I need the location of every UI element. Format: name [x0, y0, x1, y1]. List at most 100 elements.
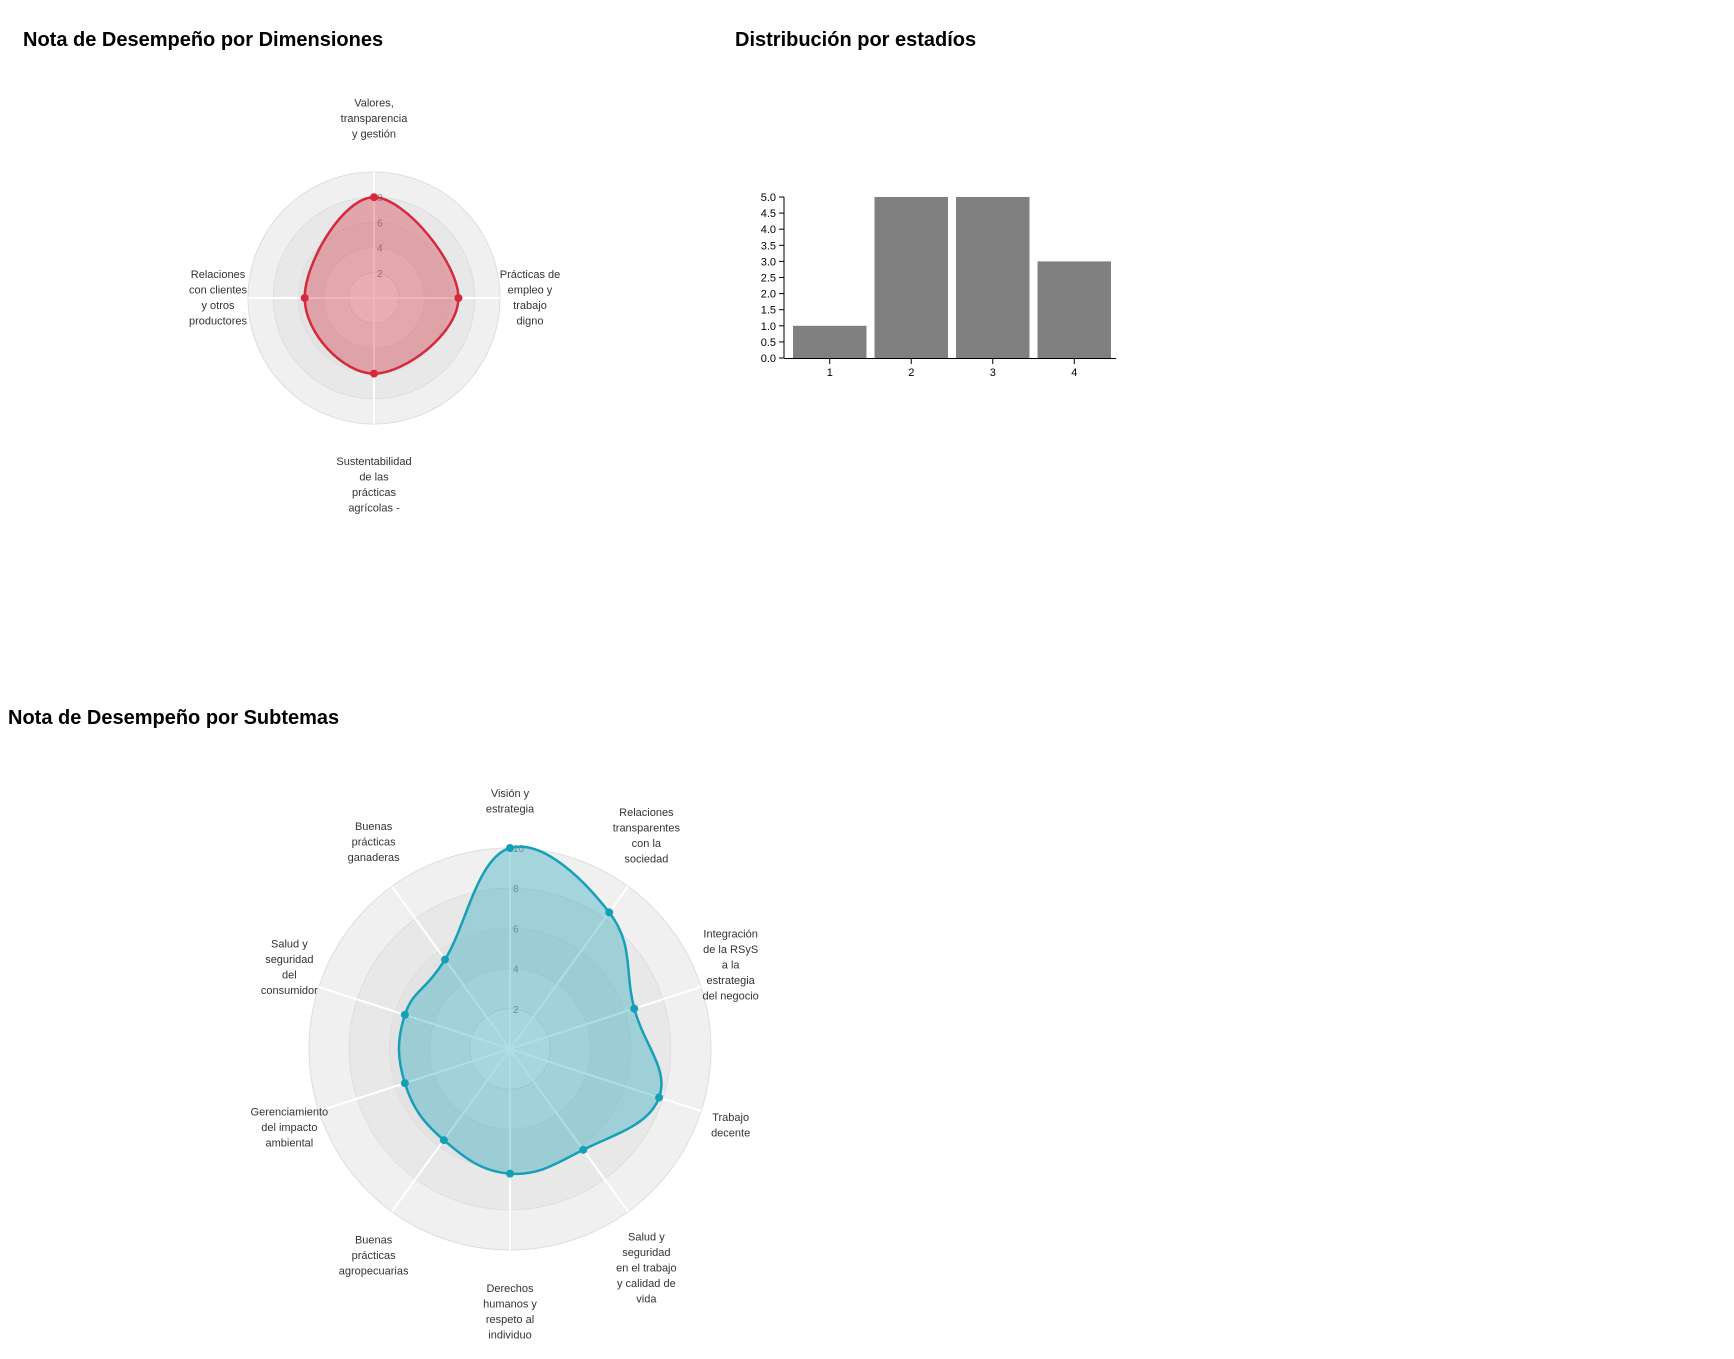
dimensions-axis-label: Prácticas de empleo y trabajo digno [500, 269, 561, 328]
dimensions-axis-label-line: trabajo [513, 300, 547, 312]
stages-y-tick-label: 2.5 [761, 273, 776, 285]
subtopics-axis-label-line: del impacto [261, 1122, 317, 1134]
subtopics-axis-label: Buenas prácticas agropecuarias [339, 1234, 409, 1277]
subtopics-tick-label: 6 [513, 924, 519, 935]
subtopics-axis-label: Visión y estrategia [486, 788, 535, 816]
subtopics-axis-label-line: de la RSyS [703, 944, 758, 956]
subtopics-axis-label-line: Derechos [486, 1283, 534, 1295]
stages-y-tick-label: 5.0 [761, 192, 776, 204]
dimensions-axis-label-line: de las [359, 472, 389, 484]
dimensions-axis-label: Sustentabilidad de las prácticas agrícolas … [336, 456, 411, 515]
dimensions-tick-label: 4 [377, 244, 383, 255]
subtopics-axis-line [318, 1048, 511, 1113]
subtopics-axis-label-line: ganaderas [348, 852, 400, 864]
stages-y-tick-label: 1.5 [761, 305, 776, 317]
subtopics-axis-label-line: Buenas [355, 1234, 393, 1246]
subtopics-axis-label-line: prácticas [352, 1250, 397, 1262]
subtopics-axis-label-line: prácticas [352, 837, 397, 849]
dimensions-axis-label-line: y gestión [352, 129, 396, 141]
subtopics-axis-label: Salud y seguridad del consumidor [261, 939, 318, 998]
stages-bar [874, 197, 948, 358]
subtopics-axis-label: Relaciones transparentes con la sociedad [613, 807, 681, 866]
dimensions-data-point [300, 294, 309, 302]
subtopics-axis-label-line: decente [711, 1127, 750, 1139]
stages-bar [793, 325, 867, 358]
subtopics-axis-line [391, 1048, 511, 1213]
subtopics-axis-label: Trabajo decente [711, 1112, 750, 1140]
subtopics-data-point [400, 1010, 409, 1019]
dimensions-axis-label-line: Sustentabilidad [336, 456, 411, 468]
subtopics-axis-label-line: Salud y [628, 1231, 665, 1243]
subtopics-axis-line [391, 885, 511, 1050]
subtopics-axis-label-line: seguridad [622, 1247, 670, 1259]
subtopics-axis-label-line: en el trabajo [616, 1262, 677, 1274]
subtopics-axis-label-line: agropecuarias [339, 1265, 409, 1277]
stages-y-tick-label: 3.0 [761, 256, 776, 268]
dimensions-axis-label: Relaciones con clientes y otros productores [189, 269, 248, 328]
subtopics-tick-label: 4 [513, 965, 519, 976]
subtopics-axis-label: Buenas prácticas ganaderas [348, 821, 400, 864]
stages-x-tick-label: 4 [1071, 367, 1077, 379]
dimensions-data-point [370, 193, 378, 202]
stages-x-tick-label: 1 [827, 367, 833, 379]
dimensions-axis-label-line: Valores, [354, 98, 394, 110]
subtopics-axis-label: Integración de la RSyS a la estrategia del n… [703, 929, 759, 1003]
subtopics-axis-label-line: Relaciones [619, 807, 674, 819]
subtopics-axis-line [509, 985, 702, 1050]
subtopics-axis-label: Gerenciamiento del impacto ambiental [251, 1107, 329, 1150]
dimensions-axis-label-line: agrícolas - [348, 503, 400, 515]
stages-bar [1037, 261, 1111, 358]
subtopics-axis-label-line: Trabajo [712, 1112, 749, 1124]
subtopics-axis-label-line: del negocio [703, 991, 759, 1003]
subtopics-axis-label-line: Visión y [491, 788, 530, 800]
stages-y-tick-label: 0.0 [761, 353, 776, 365]
dimensions-tick-label: 2 [377, 269, 383, 280]
dimensions-axis-label-line: Relaciones [191, 269, 246, 281]
subtopics-axis-label: Salud y seguridad en el trabajo y calidad d… [616, 1231, 677, 1305]
subtopics-axis-label-line: vida [636, 1293, 657, 1305]
subtopics-axis-label-line: humanos y [483, 1299, 537, 1311]
dimensions-axis-label-line: transparencia [341, 113, 409, 125]
dimensions-axis-label-line: Prácticas de [500, 269, 561, 281]
subtopics-tick-label: 2 [513, 1005, 519, 1016]
subtopics-series-area [397, 845, 663, 1176]
dimensions-data-point [370, 369, 378, 378]
stages-y-tick-label: 1.0 [761, 321, 776, 333]
subtopics-data-point [441, 955, 450, 964]
subtopics-axis-label-line: consumidor [261, 985, 318, 997]
dimensions-axis-label-line: y otros [201, 300, 235, 312]
stages-y-tick-label: 2.0 [761, 289, 776, 301]
subtopics-radar: 2 4 6 8 10 Visión y estrategia Relaciones transp… [251, 788, 759, 1342]
subtopics-axis-label-line: del [282, 970, 297, 982]
stages-y-tick-label: 4.5 [761, 208, 776, 220]
subtopics-axis-label-line: y calidad de [617, 1278, 676, 1290]
subtopics-tick-label: 8 [513, 884, 519, 895]
stages-chart-title: Distribución por estadíos [735, 29, 977, 51]
subtopics-axis-label-line: estrategia [486, 804, 535, 816]
subtopics-axis-label-line: Integración [703, 929, 757, 941]
subtopics-data-point [605, 908, 614, 917]
subtopics-data-point [655, 1093, 664, 1102]
dimensions-axis-label-line: empleo y [508, 285, 553, 297]
subtopics-chart-title: Nota de Desempeño por Subtemas [8, 707, 340, 729]
stages-y-tick-label: 4.0 [761, 224, 776, 236]
dimensions-tick-label: 6 [377, 218, 383, 229]
subtopics-data-point [400, 1079, 409, 1088]
dimensions-axis-label-line: con clientes [189, 285, 248, 297]
subtopics-data-point [506, 844, 514, 852]
dimensions-axis-label-line: digno [517, 316, 544, 328]
subtopics-axis-label-line: Salud y [271, 939, 308, 951]
subtopics-axis-label-line: Gerenciamiento [251, 1107, 329, 1119]
subtopics-axis-label-line: individuo [488, 1330, 531, 1342]
stages-x-tick-label: 2 [908, 367, 914, 379]
subtopics-data-point [579, 1145, 588, 1154]
subtopics-axis-label-line: estrategia [706, 975, 755, 987]
dimensions-axis-label-line: prácticas [352, 487, 397, 499]
dimensions-data-point [454, 294, 463, 302]
subtopics-axis-label-line: sociedad [624, 854, 668, 866]
subtopics-axis-label-line: ambiental [266, 1138, 314, 1150]
stages-y-tick-label: 3.5 [761, 240, 776, 252]
stages-bar-chart: 0.0 0.5 1.0 1.5 2.0 2.5 3.0 3.5 4.0 4.5 5.0 1 2 3 4 [761, 192, 1116, 379]
subtopics-axis-label-line: transparentes [613, 823, 681, 835]
